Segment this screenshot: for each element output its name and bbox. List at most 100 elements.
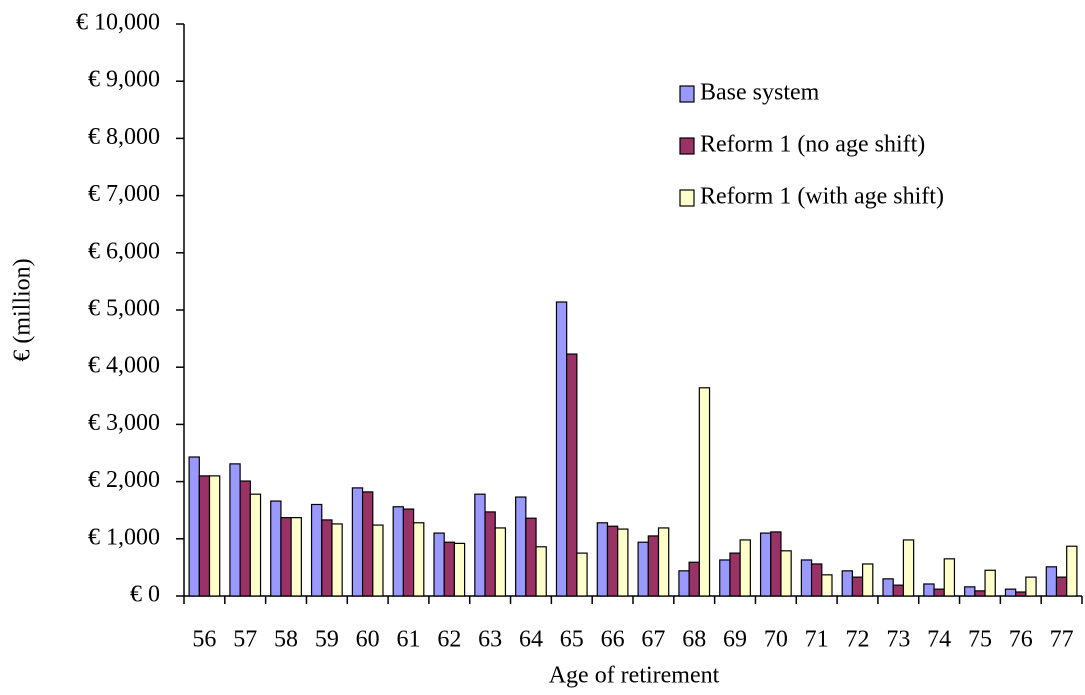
bar [862,563,874,597]
x-tick-label: 57 [233,627,257,653]
x-tick-label: 73 [886,627,910,653]
bar [902,539,915,597]
bar [1055,576,1068,597]
x-axis-title: Age of retirement [549,663,720,689]
y-tick-label: € 3,000 [88,410,160,436]
legend-swatch [679,189,695,207]
bar [566,353,578,597]
bar [555,301,568,597]
bar [851,576,864,597]
bar [208,475,221,597]
bar [290,517,302,597]
bar [474,493,486,597]
bar [647,535,660,597]
bar [576,552,588,597]
bar [964,586,976,597]
legend-swatch [679,85,695,103]
y-tick-label: € 8,000 [88,124,160,150]
x-tick-label: 61 [397,627,421,653]
bar [270,500,282,597]
legend-label: Reform 1 (with age shift) [700,184,944,210]
bar [484,511,496,597]
bar [321,519,333,597]
bar [606,525,619,597]
bar [780,550,792,597]
bar [596,522,609,597]
bar [933,588,945,597]
bar [361,491,374,597]
bar [249,493,262,597]
x-tick-label: 66 [601,627,625,653]
legend-label: Base system [700,80,820,106]
y-tick-label: € 0 [130,582,160,608]
bar [984,569,996,597]
bar [1004,588,1017,597]
y-tick-label: € 6,000 [88,238,160,264]
bar [974,590,986,597]
bar [372,524,384,597]
y-tick-label: € 4,000 [88,353,160,379]
bar [351,487,364,597]
bar [331,523,343,597]
bar [729,552,741,597]
bar [535,546,547,597]
x-tick-label: 68 [682,627,706,653]
x-tick-label: 67 [641,627,665,653]
bar [188,456,200,597]
x-tick-label: 76 [1009,627,1033,653]
bar [719,559,731,597]
x-tick-label: 58 [274,627,298,653]
y-axis-title: € (million) [10,258,36,361]
bar [239,480,251,597]
bar [1025,576,1037,597]
x-tick-label: 70 [764,627,788,653]
bar [923,583,935,597]
y-tick-label: € 2,000 [88,467,160,493]
bar [739,539,751,597]
bar [657,527,670,597]
x-tick-label: 71 [805,627,829,653]
bar [443,541,456,597]
x-tick-label: 74 [927,627,951,653]
x-tick-label: 72 [846,627,870,653]
bar [882,578,894,597]
bar [688,561,700,597]
x-tick-label: 59 [315,627,339,653]
x-tick-label: 60 [356,627,380,653]
x-tick-label: 56 [192,627,216,653]
y-tick-label: € 9,000 [88,67,160,93]
y-tick-label: € 10,000 [76,10,160,36]
x-tick-label: 65 [560,627,584,653]
y-tick-label: € 7,000 [88,181,160,207]
bar [821,574,833,597]
bar [841,570,853,597]
x-tick-label: 63 [478,627,502,653]
x-tick-label: 64 [519,627,543,653]
legend-swatch [679,137,695,155]
bar [402,508,415,597]
bar [810,563,823,597]
bar [678,570,690,597]
bar [525,517,537,597]
bar [280,517,292,597]
bar [1045,566,1058,597]
bar [800,559,813,597]
bar [494,527,507,597]
bar [943,558,956,597]
bar [1015,591,1027,597]
bar [1066,545,1078,597]
x-tick-label: 69 [723,627,747,653]
x-tick-label: 62 [437,627,461,653]
bar [892,584,905,597]
bar [310,503,323,597]
legend-label: Reform 1 (no age shift) [700,132,925,158]
bar [392,506,404,597]
bar [198,475,211,597]
bar [453,542,466,597]
bar [413,522,425,597]
bar [698,387,711,597]
y-tick-label: € 5,000 [88,296,160,322]
bar [229,463,241,597]
bar [637,541,649,597]
